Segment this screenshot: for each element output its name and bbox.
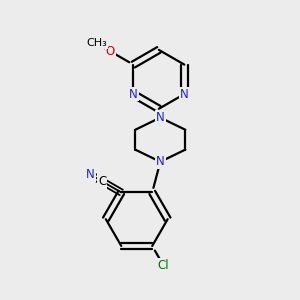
Text: CH₃: CH₃	[86, 38, 107, 48]
Text: N: N	[129, 88, 138, 100]
Text: O: O	[106, 45, 115, 58]
Text: Cl: Cl	[158, 259, 169, 272]
Text: N: N	[180, 88, 189, 100]
Text: N: N	[156, 155, 165, 168]
Text: N: N	[86, 168, 95, 181]
Text: N: N	[156, 111, 165, 124]
Text: C: C	[98, 175, 106, 188]
